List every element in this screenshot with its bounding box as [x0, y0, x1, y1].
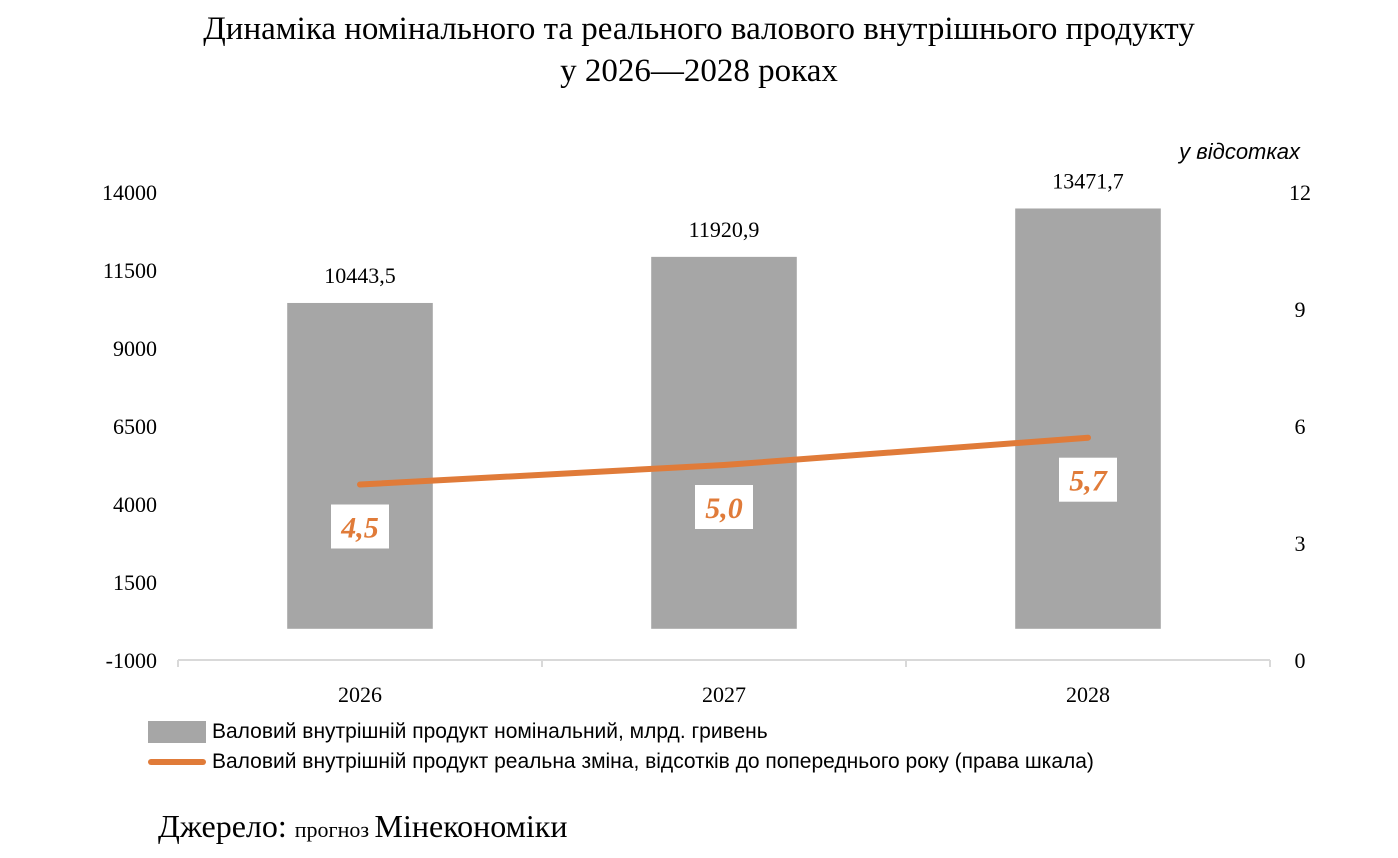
- line-label-box: [331, 504, 389, 549]
- line-label-box: [695, 485, 753, 529]
- chart-title-line-1: Динаміка номінального та реального валов…: [203, 11, 1195, 47]
- line-data-label: 5,0: [705, 492, 743, 525]
- legend-line-label: Валовий внутрішній продукт реальна зміна…: [212, 750, 1094, 773]
- bar-data-label: 10443,5: [324, 263, 396, 288]
- chart-title-line-2: у 2026—2028 роках: [560, 53, 838, 89]
- legend-item-line: Валовий внутрішній продукт реальна зміна…: [148, 748, 1094, 776]
- line-series: [357, 434, 1091, 488]
- bar: [651, 256, 797, 629]
- source-org: Мінекономіки: [374, 808, 568, 844]
- left-axis-tick-label: 14000: [102, 180, 157, 205]
- legend-line-swatch: [148, 759, 206, 765]
- x-axis-tick-label: 2028: [1066, 682, 1110, 707]
- legend-bar-label: Валовий внутрішній продукт номінальний, …: [212, 720, 768, 743]
- line-label-box: [1059, 457, 1117, 502]
- bar: [1015, 208, 1161, 629]
- source-prefix: Джерело:: [158, 808, 295, 844]
- left-axis-tick-label: -1000: [106, 648, 157, 673]
- x-axis-tick-label: 2026: [338, 682, 382, 707]
- right-axis-tick-label: 12: [1289, 180, 1311, 205]
- legend-item-bars: Валовий внутрішній продукт номінальний, …: [148, 718, 768, 746]
- bar-data-label: 13471,7: [1052, 168, 1124, 193]
- bar-data-label: 11920,9: [689, 217, 760, 242]
- right-axis-unit-label: у відсотках: [1177, 139, 1301, 164]
- source-note: Джерело: прогноз Мінекономіки: [158, 806, 567, 850]
- line-data-label: 4,5: [340, 512, 379, 545]
- right-axis-tick-label: 0: [1295, 648, 1306, 673]
- left-axis-tick-label: 6500: [113, 414, 157, 439]
- source-middle: прогноз: [294, 817, 375, 842]
- right-axis-tick-label: 6: [1295, 414, 1306, 439]
- line-data-label: 5,7: [1069, 465, 1108, 498]
- right-axis-tick-label: 9: [1295, 297, 1306, 322]
- right-axis-tick-label: 3: [1295, 531, 1306, 556]
- left-axis-tick-label: 11500: [103, 258, 157, 283]
- left-axis-tick-label: 1500: [113, 570, 157, 595]
- x-axis-tick-label: 2027: [702, 682, 746, 707]
- left-axis-tick-label: 9000: [113, 336, 157, 361]
- bar: [287, 302, 433, 629]
- legend-bar-swatch: [148, 721, 206, 743]
- left-axis-tick-label: 4000: [113, 492, 157, 517]
